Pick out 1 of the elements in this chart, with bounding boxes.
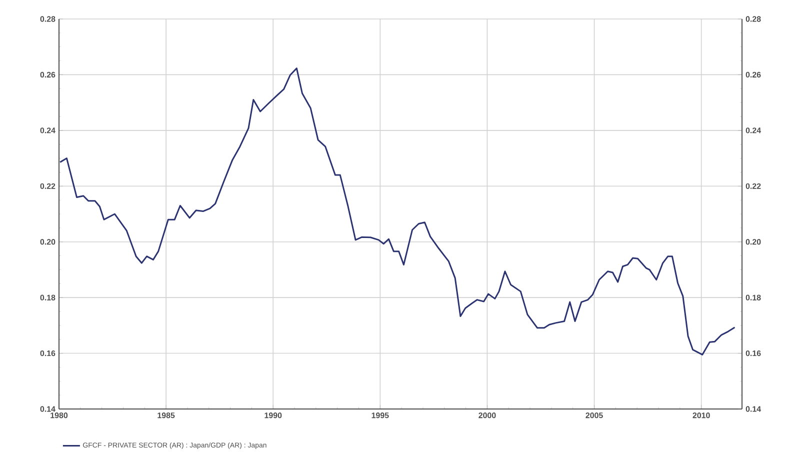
line-series [59, 68, 736, 356]
